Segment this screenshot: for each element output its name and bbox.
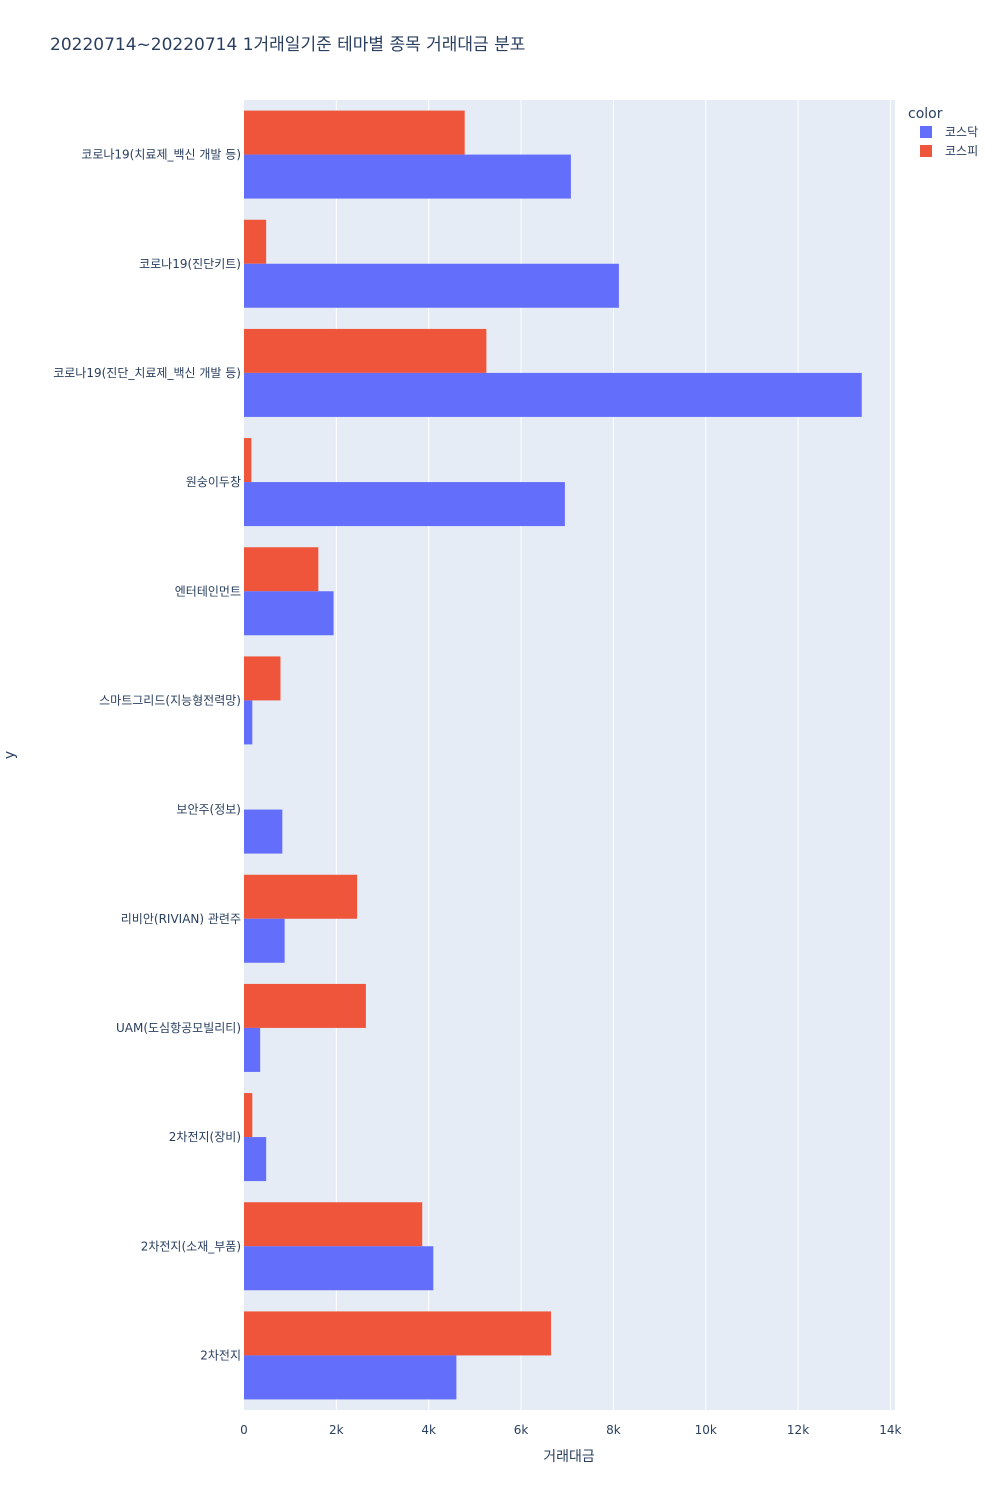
x-tick-label: 6k bbox=[514, 1423, 529, 1437]
bars bbox=[244, 110, 862, 1400]
bar-kospi[interactable] bbox=[244, 328, 487, 373]
y-tick-label: 2차전지(소재_부품) bbox=[141, 1239, 241, 1253]
y-tick-label: 2차전지(장비) bbox=[169, 1130, 241, 1144]
bar-kosdaq[interactable] bbox=[244, 918, 285, 963]
bar-kosdaq[interactable] bbox=[244, 1027, 261, 1072]
y-tick-label: 코로나19(진단키트) bbox=[139, 257, 241, 271]
x-tick-label: 2k bbox=[329, 1423, 344, 1437]
y-tick-label: UAM(도심항공모빌리티) bbox=[116, 1021, 241, 1035]
y-tick-label: 스마트그리드(지능형전력망) bbox=[99, 693, 241, 707]
bar-kosdaq[interactable] bbox=[244, 591, 334, 636]
y-tick-label: 리비안(RIVIAN) 관련주 bbox=[121, 912, 241, 926]
bar-kosdaq[interactable] bbox=[244, 1355, 457, 1400]
legend-swatch[interactable] bbox=[920, 126, 932, 138]
y-tick-label: 보안주(정보) bbox=[176, 803, 241, 817]
legend-swatch[interactable] bbox=[920, 145, 932, 157]
x-tick-label: 10k bbox=[695, 1423, 717, 1437]
bar-kosdaq[interactable] bbox=[244, 809, 283, 854]
y-tick-label: 엔터테인먼트 bbox=[175, 584, 241, 598]
bar-kosdaq[interactable] bbox=[244, 700, 253, 745]
bar-kospi[interactable] bbox=[244, 547, 319, 592]
y-tick-label: 코로나19(진단_치료제_백신 개발 등) bbox=[53, 366, 241, 380]
x-tick-label: 4k bbox=[421, 1423, 436, 1437]
x-tick-label: 8k bbox=[606, 1423, 621, 1437]
bar-kospi[interactable] bbox=[244, 983, 366, 1028]
y-tick-label: 코로나19(치료제_백신 개발 등) bbox=[81, 148, 241, 162]
bar-kosdaq[interactable] bbox=[244, 263, 619, 308]
bar-kosdaq[interactable] bbox=[244, 372, 862, 417]
y-tick-label: 2차전지 bbox=[200, 1348, 241, 1362]
bar-kosdaq[interactable] bbox=[244, 154, 571, 199]
bar-kospi[interactable] bbox=[244, 1093, 253, 1138]
x-tick-label: 0 bbox=[240, 1423, 248, 1437]
bar-kospi[interactable] bbox=[244, 110, 465, 155]
legend-label[interactable]: 코스닥 bbox=[945, 125, 978, 139]
y-axis-title: y bbox=[2, 751, 18, 759]
bar-kospi[interactable] bbox=[244, 656, 281, 701]
x-axis-title: 거래대금 bbox=[543, 1449, 595, 1465]
x-tick-labels: 0 2k 4k 6k 8k 10k 12k 14k bbox=[240, 1423, 901, 1437]
chart-title: 20220714~20220714 1거래일기준 테마별 종목 거래대금 분포 bbox=[50, 35, 525, 55]
bar-kospi[interactable] bbox=[244, 1202, 423, 1247]
y-tick-labels: 코로나19(치료제_백신 개발 등) 코로나19(진단키트) 코로나19(진단_치료… bbox=[53, 148, 241, 1363]
gridlines bbox=[335, 100, 891, 1410]
x-tick-label: 14k bbox=[879, 1423, 901, 1437]
bar-kosdaq[interactable] bbox=[244, 1137, 267, 1182]
bar-kosdaq[interactable] bbox=[244, 1246, 434, 1291]
legend-label[interactable]: 코스피 bbox=[945, 144, 978, 158]
plot-area bbox=[244, 100, 895, 1410]
legend-title: color bbox=[908, 106, 943, 122]
bar-kospi[interactable] bbox=[244, 438, 252, 483]
bar-kospi[interactable] bbox=[244, 1311, 552, 1356]
bar-kospi[interactable] bbox=[244, 874, 358, 919]
bar-kosdaq[interactable] bbox=[244, 482, 565, 527]
x-tick-label: 12k bbox=[787, 1423, 809, 1437]
bar-kospi[interactable] bbox=[244, 219, 267, 264]
y-tick-label: 원숭이두창 bbox=[186, 475, 241, 489]
